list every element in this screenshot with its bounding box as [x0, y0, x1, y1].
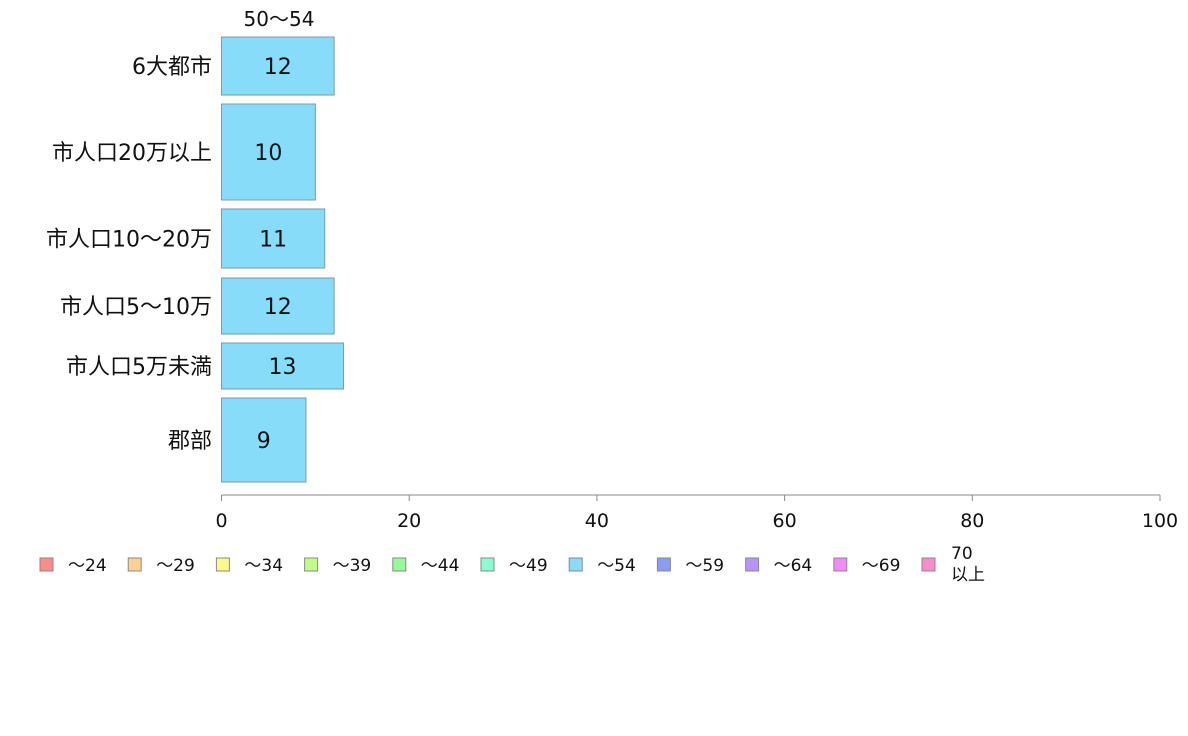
legend-swatch — [392, 557, 407, 572]
bars-group: 12 6大都市 10 市人口20万以上 11 市人口10〜20万 12 市人口5〜10万 13 市… — [46, 36, 345, 483]
legend-label: 〜49 — [509, 556, 548, 576]
legend-label: 〜29 — [156, 556, 195, 576]
data-label: 10 — [254, 141, 282, 166]
x-tick-label: 40 — [585, 510, 609, 532]
bar — [221, 277, 335, 335]
legend-label: 〜24 — [68, 556, 107, 576]
data-label: 9 — [257, 429, 271, 454]
category-label: 市人口20万以上 — [52, 141, 212, 166]
legend-label: 70 以上 — [951, 544, 985, 585]
legend-swatch — [304, 557, 319, 572]
category-label: 6大都市 — [132, 55, 212, 80]
x-axis: 0 20 40 60 80 100 — [215, 494, 1178, 532]
legend-swatch — [127, 557, 142, 572]
legend-swatch — [39, 557, 54, 572]
bar — [221, 208, 326, 269]
x-tick-label: 0 — [215, 510, 227, 532]
legend: 〜24 〜29 〜34 〜39 〜44 〜49 〜54 〜59 〜64 〜69 70 以上 — [39, 544, 985, 585]
legend-label: 〜39 — [333, 556, 372, 576]
x-tick-label: 80 — [960, 510, 984, 532]
x-tick-label: 60 — [773, 510, 797, 532]
x-tick-label: 100 — [1142, 510, 1178, 532]
bar — [221, 36, 335, 96]
bar — [221, 397, 307, 483]
category-label: 市人口5〜10万 — [60, 295, 212, 320]
legend-label: 〜64 — [774, 556, 813, 576]
bar — [221, 342, 345, 390]
bar — [221, 103, 316, 201]
legend-label: 〜69 — [862, 556, 901, 576]
category-label: 市人口10〜20万 — [46, 228, 212, 253]
legend-label: 〜54 — [597, 556, 636, 576]
legend-swatch — [745, 557, 760, 572]
series-group-label: 50〜54 — [244, 7, 315, 31]
category-label: 市人口5万未満 — [66, 355, 212, 380]
legend-swatch — [215, 557, 230, 572]
legend-swatch — [656, 557, 671, 572]
legend-swatch — [833, 557, 848, 572]
data-label: 13 — [269, 355, 297, 380]
data-label: 12 — [264, 55, 292, 80]
legend-swatch — [921, 557, 936, 572]
legend-label: 〜34 — [244, 556, 283, 576]
category-label: 郡部 — [168, 429, 212, 454]
legend-swatch — [480, 557, 495, 572]
legend-label: 〜59 — [685, 556, 724, 576]
data-label: 12 — [264, 295, 292, 320]
legend-label: 〜44 — [421, 556, 460, 576]
legend-swatch — [568, 557, 583, 572]
data-label: 11 — [259, 228, 287, 253]
x-tick-label: 20 — [397, 510, 421, 532]
